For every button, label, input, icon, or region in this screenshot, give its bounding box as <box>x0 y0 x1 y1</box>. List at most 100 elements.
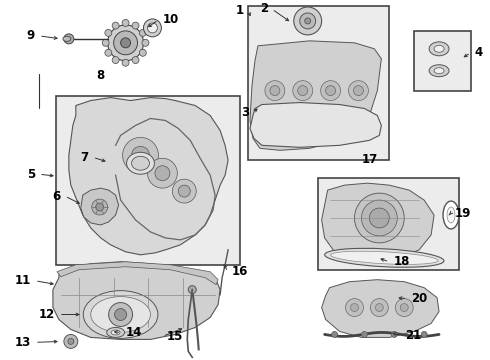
Circle shape <box>122 59 129 66</box>
Text: 2: 2 <box>260 3 268 15</box>
Circle shape <box>332 332 338 337</box>
Circle shape <box>400 303 408 311</box>
Circle shape <box>421 332 427 337</box>
Text: 19: 19 <box>455 207 471 220</box>
Circle shape <box>298 86 308 95</box>
Text: 12: 12 <box>39 308 55 321</box>
Text: 7: 7 <box>81 151 89 164</box>
Ellipse shape <box>126 152 154 174</box>
Ellipse shape <box>63 36 71 41</box>
Circle shape <box>354 193 404 243</box>
Text: 6: 6 <box>52 190 61 203</box>
Text: 16: 16 <box>232 265 248 278</box>
Circle shape <box>147 23 157 33</box>
Circle shape <box>108 25 144 61</box>
Circle shape <box>115 309 126 320</box>
Text: 3: 3 <box>241 106 249 119</box>
Circle shape <box>132 22 139 29</box>
Text: 9: 9 <box>27 30 35 42</box>
Circle shape <box>265 81 285 100</box>
Text: 10: 10 <box>162 13 179 26</box>
Circle shape <box>142 39 149 46</box>
Ellipse shape <box>434 45 444 52</box>
Circle shape <box>294 7 321 35</box>
Ellipse shape <box>447 207 455 223</box>
Polygon shape <box>250 41 381 150</box>
Circle shape <box>144 19 161 37</box>
Polygon shape <box>53 262 220 339</box>
Circle shape <box>102 39 109 46</box>
Ellipse shape <box>331 251 438 264</box>
Ellipse shape <box>429 42 449 56</box>
Ellipse shape <box>443 201 459 229</box>
Circle shape <box>92 199 108 215</box>
Text: 17: 17 <box>361 153 377 166</box>
Circle shape <box>293 81 313 100</box>
Polygon shape <box>250 103 381 147</box>
Circle shape <box>122 19 129 26</box>
Ellipse shape <box>325 248 444 267</box>
Circle shape <box>112 22 119 29</box>
Circle shape <box>132 57 139 64</box>
Circle shape <box>112 57 119 64</box>
Circle shape <box>370 298 388 316</box>
Circle shape <box>121 38 130 48</box>
Bar <box>318 178 459 270</box>
Bar <box>414 31 471 91</box>
Text: 14: 14 <box>125 326 142 339</box>
Circle shape <box>300 13 316 29</box>
Polygon shape <box>321 280 439 337</box>
Circle shape <box>139 49 147 56</box>
Circle shape <box>155 166 170 181</box>
Circle shape <box>353 86 364 95</box>
Circle shape <box>326 86 336 95</box>
Circle shape <box>131 146 149 164</box>
Text: 15: 15 <box>167 330 183 343</box>
Circle shape <box>392 332 397 337</box>
Polygon shape <box>69 98 228 255</box>
Text: 11: 11 <box>15 274 31 287</box>
Ellipse shape <box>131 156 149 170</box>
Circle shape <box>305 18 311 24</box>
Circle shape <box>375 303 383 311</box>
Ellipse shape <box>91 297 150 332</box>
Ellipse shape <box>429 65 449 77</box>
Text: 8: 8 <box>97 69 105 82</box>
Polygon shape <box>81 188 119 225</box>
Text: 4: 4 <box>475 46 483 59</box>
Circle shape <box>345 298 364 316</box>
Circle shape <box>172 179 196 203</box>
Circle shape <box>362 200 397 236</box>
Circle shape <box>96 203 104 211</box>
Circle shape <box>178 185 190 197</box>
Bar <box>56 95 240 265</box>
Text: 13: 13 <box>15 336 31 349</box>
Circle shape <box>320 81 341 100</box>
Circle shape <box>350 303 359 311</box>
Text: 1: 1 <box>236 4 244 18</box>
Circle shape <box>114 31 138 55</box>
Circle shape <box>68 338 74 345</box>
Circle shape <box>188 286 196 294</box>
Bar <box>248 6 389 160</box>
Circle shape <box>105 49 112 56</box>
Circle shape <box>362 332 368 337</box>
Circle shape <box>395 298 413 316</box>
Circle shape <box>122 138 158 173</box>
Circle shape <box>109 302 132 327</box>
Ellipse shape <box>111 330 120 335</box>
Polygon shape <box>321 183 434 262</box>
Circle shape <box>270 86 280 95</box>
Circle shape <box>369 208 389 228</box>
Polygon shape <box>57 262 218 285</box>
Circle shape <box>64 334 78 348</box>
Circle shape <box>105 30 112 36</box>
Text: 18: 18 <box>393 255 410 268</box>
Circle shape <box>348 81 368 100</box>
Circle shape <box>139 30 147 36</box>
Text: 20: 20 <box>411 292 427 305</box>
Circle shape <box>64 34 74 44</box>
Ellipse shape <box>107 328 124 337</box>
Text: 21: 21 <box>405 329 421 342</box>
Text: 5: 5 <box>27 168 35 181</box>
